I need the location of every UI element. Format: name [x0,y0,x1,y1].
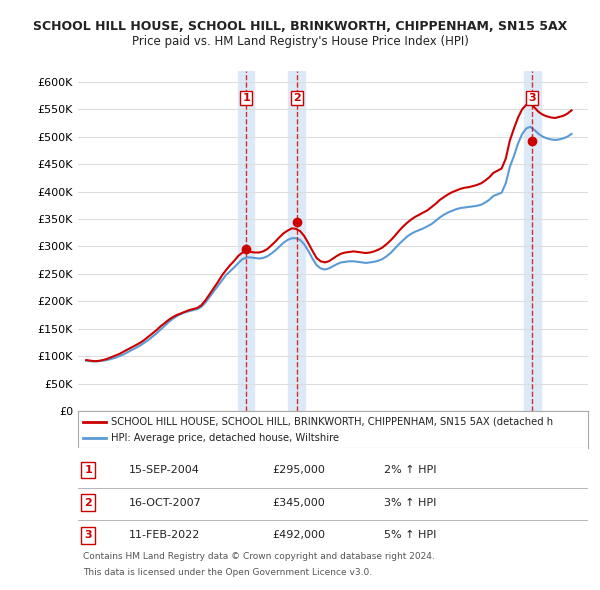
Bar [289,71,305,411]
Text: 2: 2 [293,93,301,103]
Text: SCHOOL HILL HOUSE, SCHOOL HILL, BRINKWORTH, CHIPPENHAM, SN15 5AX (detached h: SCHOOL HILL HOUSE, SCHOOL HILL, BRINKWOR… [111,417,553,427]
Text: 3: 3 [529,93,536,103]
Text: 3% ↑ HPI: 3% ↑ HPI [384,498,436,508]
Text: £295,000: £295,000 [272,465,325,475]
Bar [524,71,541,411]
Text: Contains HM Land Registry data © Crown copyright and database right 2024.: Contains HM Land Registry data © Crown c… [83,552,435,561]
Text: HPI: Average price, detached house, Wiltshire: HPI: Average price, detached house, Wilt… [111,433,339,443]
Bar [238,71,254,411]
Text: 11-FEB-2022: 11-FEB-2022 [129,530,200,540]
Text: SCHOOL HILL HOUSE, SCHOOL HILL, BRINKWORTH, CHIPPENHAM, SN15 5AX: SCHOOL HILL HOUSE, SCHOOL HILL, BRINKWOR… [33,20,567,33]
Text: 1: 1 [242,93,250,103]
Text: 15-SEP-2004: 15-SEP-2004 [129,465,200,475]
Text: 1: 1 [85,465,92,475]
Text: Price paid vs. HM Land Registry's House Price Index (HPI): Price paid vs. HM Land Registry's House … [131,35,469,48]
Text: This data is licensed under the Open Government Licence v3.0.: This data is licensed under the Open Gov… [83,568,372,576]
Text: 5% ↑ HPI: 5% ↑ HPI [384,530,436,540]
Text: 16-OCT-2007: 16-OCT-2007 [129,498,202,508]
Text: £345,000: £345,000 [272,498,325,508]
Text: 2: 2 [85,498,92,508]
Text: £492,000: £492,000 [272,530,325,540]
Text: 2% ↑ HPI: 2% ↑ HPI [384,465,437,475]
Text: 3: 3 [85,530,92,540]
